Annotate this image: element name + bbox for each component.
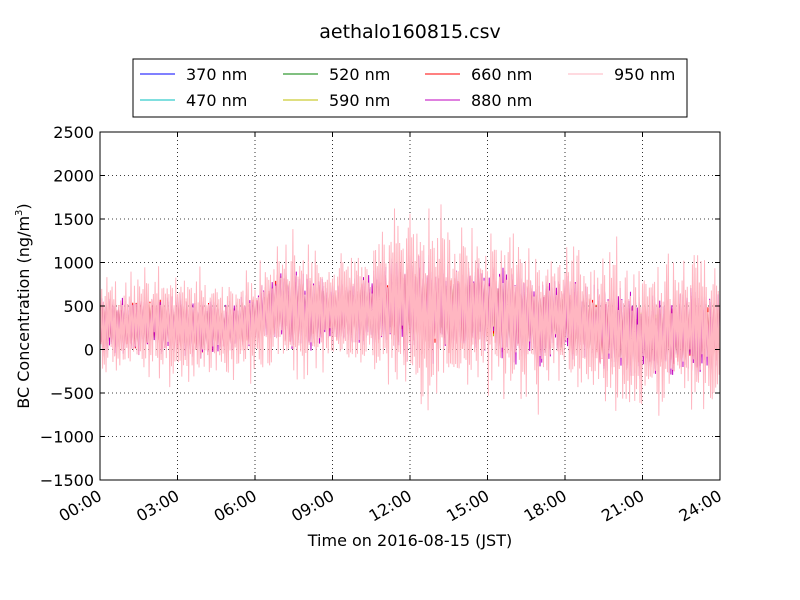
y-tick-label: 500 [63, 297, 94, 316]
legend-label: 880 nm [471, 91, 532, 110]
legend: 370 nm 470 nm 520 nm 590 nm 660 nm 880 nm 950 … [132, 58, 688, 118]
y-axis-label-main: BC Concentration (ng/m [14, 216, 33, 409]
legend-label: 590 nm [329, 91, 390, 110]
x-axis-label: Time on 2016-08-15 (JST) [307, 531, 512, 550]
legend-label: 370 nm [186, 65, 247, 84]
y-axis-label-end: ) [14, 203, 33, 209]
y-tick-label: 2000 [53, 167, 94, 186]
legend-frame [132, 58, 688, 118]
y-tick-label: 1500 [53, 210, 94, 229]
y-tick-label: 1000 [53, 254, 94, 273]
y-axis-label: BC Concentration (ng/m3) [14, 203, 33, 408]
y-tick-label: 2500 [53, 123, 94, 142]
y-tick-label: −500 [50, 384, 94, 403]
y-tick-label: 0 [84, 341, 94, 360]
legend-label: 660 nm [471, 65, 532, 84]
y-tick-label: −1000 [40, 428, 94, 447]
chart-title: aethalo160815.csv [319, 21, 501, 43]
legend-label: 520 nm [329, 65, 390, 84]
legend-label: 950 nm [614, 65, 675, 84]
legend-label: 470 nm [186, 91, 247, 110]
series-line-950-nm [99, 204, 721, 416]
y-axis: −1500 −1000 −500 0 500 1000 1500 2000 2500 [40, 123, 720, 490]
y-axis-label-superscript: 3 [14, 210, 25, 216]
series-layer [99, 204, 721, 416]
y-tick-label: −1500 [40, 471, 94, 490]
